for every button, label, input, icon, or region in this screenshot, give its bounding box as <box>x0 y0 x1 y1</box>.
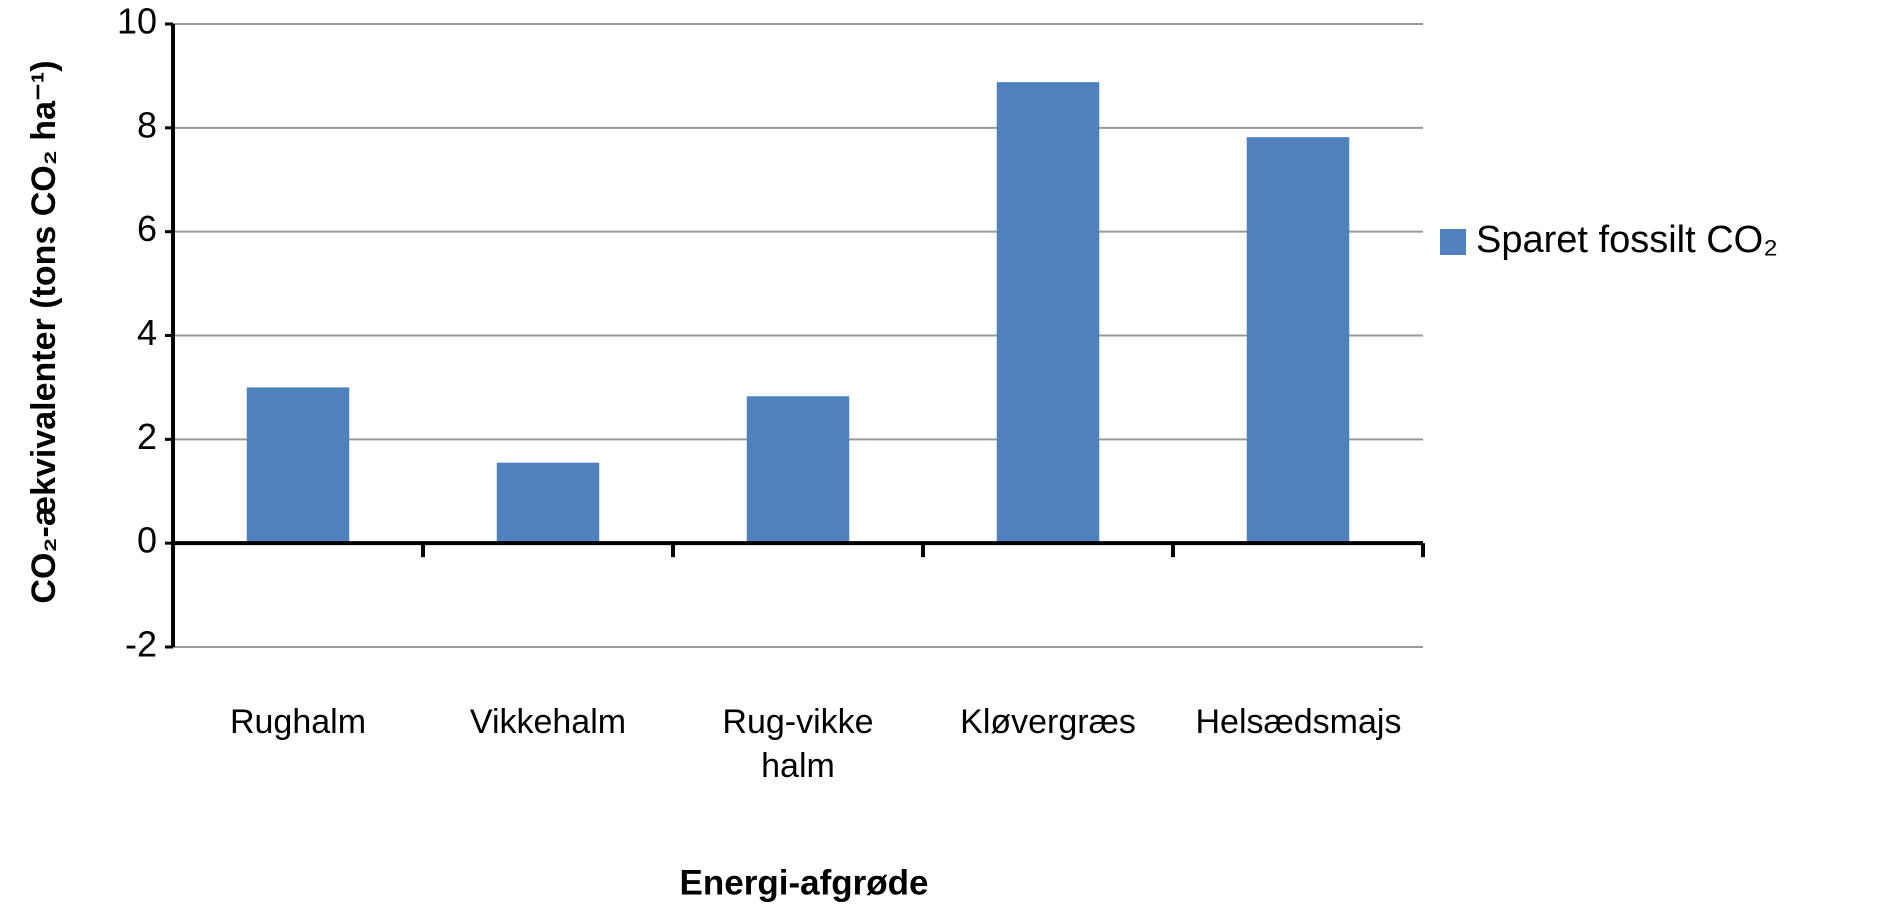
y-tick-label: 10 <box>117 1 157 42</box>
y-tick-label: -2 <box>125 624 157 665</box>
x-tick-label: Rughalm <box>229 703 367 741</box>
y-axis-title: CO₂-ækvivalenter (tons CO₂ ha⁻¹) <box>25 60 63 603</box>
y-tick-label: 0 <box>137 520 157 561</box>
x-tick-label: Helsædsmajs <box>1195 703 1402 741</box>
bar <box>1246 137 1350 544</box>
x-tick-label: Rug-vikke halm <box>722 703 874 785</box>
legend-label: Sparet fossilt CO₂ <box>1476 219 1778 261</box>
x-axis-title: Energi-afgrøde <box>680 863 929 902</box>
bar <box>996 82 1100 544</box>
legend-swatch <box>1440 229 1466 255</box>
x-tick-label: Kløvergræs <box>960 703 1136 741</box>
y-tick-label: 8 <box>137 104 157 145</box>
x-tick-label: Vikkehalm <box>469 703 627 741</box>
y-tick-label: 6 <box>137 208 157 249</box>
y-tick-label: 2 <box>137 416 157 457</box>
bar <box>496 462 600 544</box>
bar <box>246 387 350 544</box>
y-tick-label: 4 <box>137 312 157 353</box>
bar <box>746 396 850 544</box>
